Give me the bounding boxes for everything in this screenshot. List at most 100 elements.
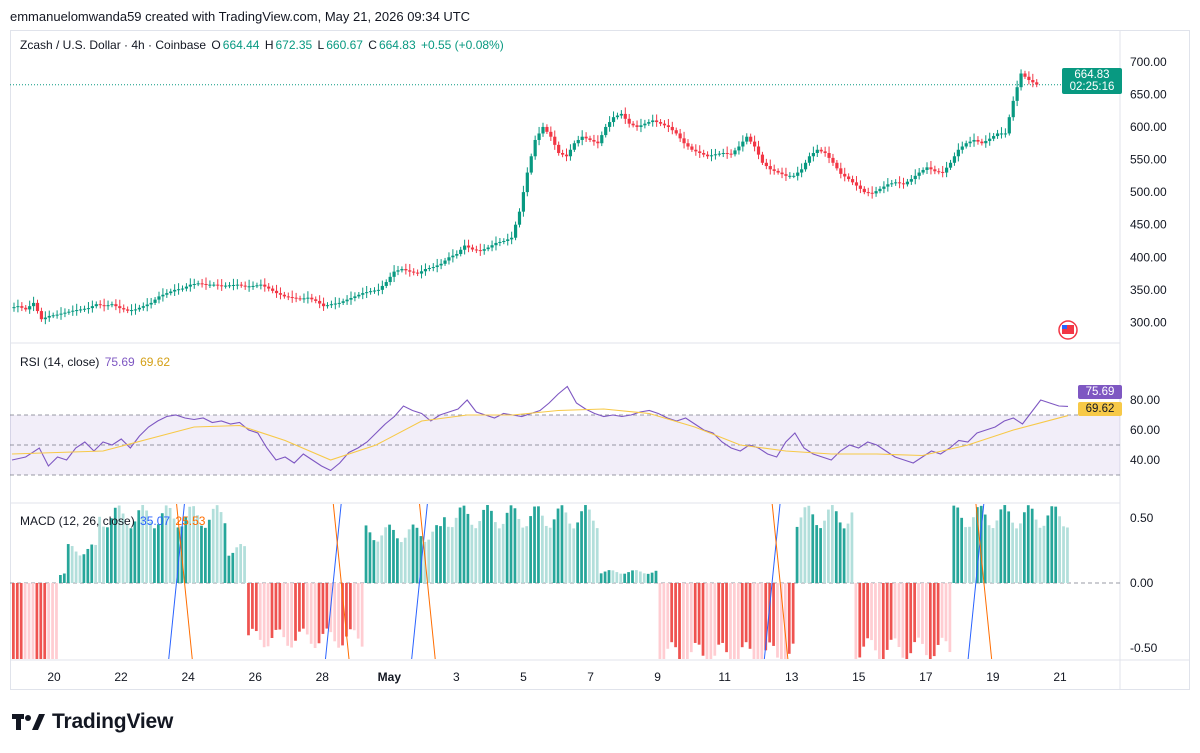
macd-histogram-bar [591,520,595,583]
candle-down [553,136,557,145]
macd-histogram-bar [392,529,395,583]
macd-histogram-bar [435,525,438,583]
candle-up [788,175,792,177]
candle-up [157,296,161,300]
candle-up [353,296,357,299]
time-tick-label: 28 [316,670,330,684]
candle-up [86,308,91,310]
signal-line [419,503,436,660]
macd-histogram-bar [881,583,885,659]
candle-up [984,140,988,144]
macd-histogram-bar [533,506,536,583]
candle-up [890,183,894,185]
candle-down [286,296,290,298]
candle-down [854,182,859,186]
macd-histogram-bar [662,583,666,659]
macd-histogram-bar [251,583,254,629]
candle-up [306,297,310,299]
candle-up [878,188,882,192]
candle-up [517,211,522,225]
macd-histogram-bar [964,527,967,583]
candle-up [427,268,431,270]
candle-down [1035,82,1039,85]
candle-up [604,126,608,136]
candle-up [811,153,815,157]
candle-up [431,267,435,269]
chart-canvas[interactable]: 80.00 60.00 40.00 0.50 0.00 -0.50 700.00 650.… [10,30,1190,690]
macd-histogram-bar [364,525,368,583]
macd-histogram-bar [572,528,576,583]
macd-histogram-bar [972,517,975,583]
candle-up [709,155,714,157]
macd-histogram-bar [901,583,905,658]
rsi-ma-tag: 69.62 [1078,402,1122,416]
candle-up [733,150,737,155]
price-tick-label: 500.00 [1130,185,1167,199]
candle-up [110,304,114,306]
macd-histogram-bar [172,518,176,583]
macd-histogram-bar [341,583,344,646]
macd-histogram-bar [780,583,783,659]
candle-up [482,249,486,251]
candle-up [510,237,514,240]
candle-up [874,191,878,194]
candle-down [470,247,475,250]
macd-histogram-bar [254,583,258,632]
candle-down [897,182,902,184]
macd-histogram-bar [987,525,991,583]
macd-histogram-bar [333,583,337,642]
candle-down [592,139,596,142]
macd-histogram-bar [27,583,31,659]
macd-histogram-bar [462,505,466,583]
candle-up [615,115,620,118]
macd-histogram-bar [556,508,560,583]
attribution-text: emmanuelomwanda59 created with TradingVi… [10,9,471,24]
price-tick-label: 400.00 [1130,250,1167,264]
macd-histogram-bar [685,583,689,659]
candle-up [647,122,651,124]
macd-histogram-bar [682,583,685,659]
macd-histogram-bar [352,583,356,631]
macd-histogram-bar [1003,505,1007,583]
candle-up [372,290,377,292]
candle-down [839,168,843,174]
candle-down [545,126,549,132]
candle-down [827,153,831,158]
candle-up [55,314,59,316]
macd-histogram-bar [466,513,470,583]
candle-up [713,154,718,156]
candle-up [43,317,47,320]
candle-up [999,133,1004,135]
macd-histogram-bar [956,507,960,583]
candle-down [756,146,761,155]
candle-up [882,186,886,189]
macd-histogram-bar [262,583,266,648]
rsi-tick-label: 40.00 [1130,453,1160,467]
candle-up [909,179,913,182]
macd-histogram-bar [693,583,697,643]
candle-up [231,284,236,286]
candle-down [560,153,565,155]
macd-histogram-bar [1007,511,1011,583]
macd-histogram-bar [78,555,82,583]
candle-up [498,241,502,243]
macd-histogram-bar [282,583,286,638]
candle-up [490,245,494,248]
candle-down [866,192,870,194]
candle-down [216,284,220,286]
macd-histogram-bar [615,572,619,583]
candle-down [862,188,866,193]
macd-line [411,503,428,660]
macd-histogram-bar [552,519,556,583]
candle-up [803,162,808,170]
tradingview-logo[interactable]: TradingView [12,710,173,734]
time-tick-label: 26 [249,670,263,684]
candle-down [274,290,279,294]
change-value: +0.55 (+0.08%) [420,38,504,52]
macd-histogram-bar [98,516,101,583]
macd-histogram-bar [298,583,301,632]
candle-down [847,176,851,180]
candle-down [776,170,780,173]
low-value: 660.67 [326,38,363,52]
macd-histogram-bar [1030,508,1034,583]
